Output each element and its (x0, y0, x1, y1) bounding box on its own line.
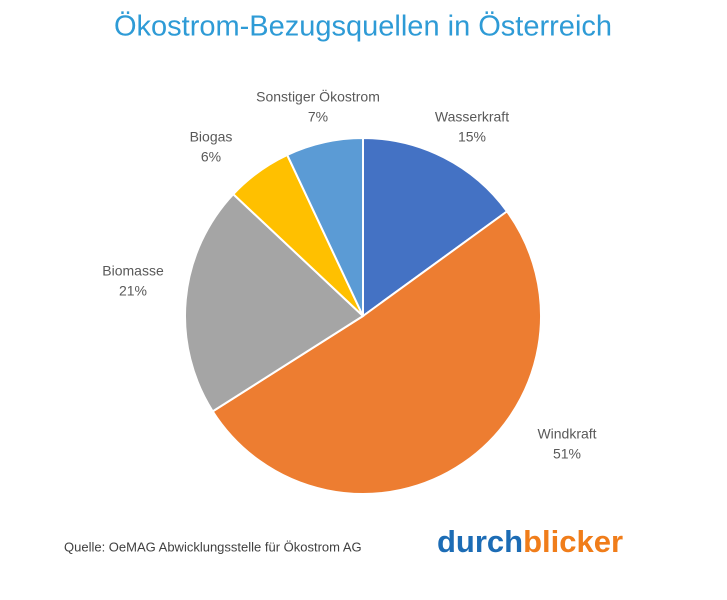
chart-title: Ökostrom-Bezugsquellen in Österreich (114, 11, 612, 43)
slice-value-label: 15% (458, 129, 486, 145)
slice-value-label: 7% (308, 109, 328, 125)
slice-value-label: 21% (119, 283, 147, 299)
source: Quelle: OeMAG Abwicklungsstelle für Ökos… (64, 539, 362, 554)
pie-slice (285, 136, 364, 317)
pie-slice (211, 209, 542, 495)
pie-slice (362, 136, 509, 318)
slice-label: Biomasse (102, 263, 164, 279)
slice-label: Biogas (190, 129, 233, 145)
slice-label: Sonstiger Ökostrom (256, 88, 380, 105)
logo: durchblicker (437, 524, 623, 559)
slice-value-label: 51% (553, 446, 581, 462)
slice-value-label: 6% (201, 149, 221, 165)
slice-label: Wasserkraft (435, 109, 509, 125)
logo-part: blicker (523, 524, 623, 559)
pie-slice (184, 192, 365, 413)
slice-label: Windkraft (537, 426, 596, 442)
logo-part: durch (437, 524, 523, 559)
